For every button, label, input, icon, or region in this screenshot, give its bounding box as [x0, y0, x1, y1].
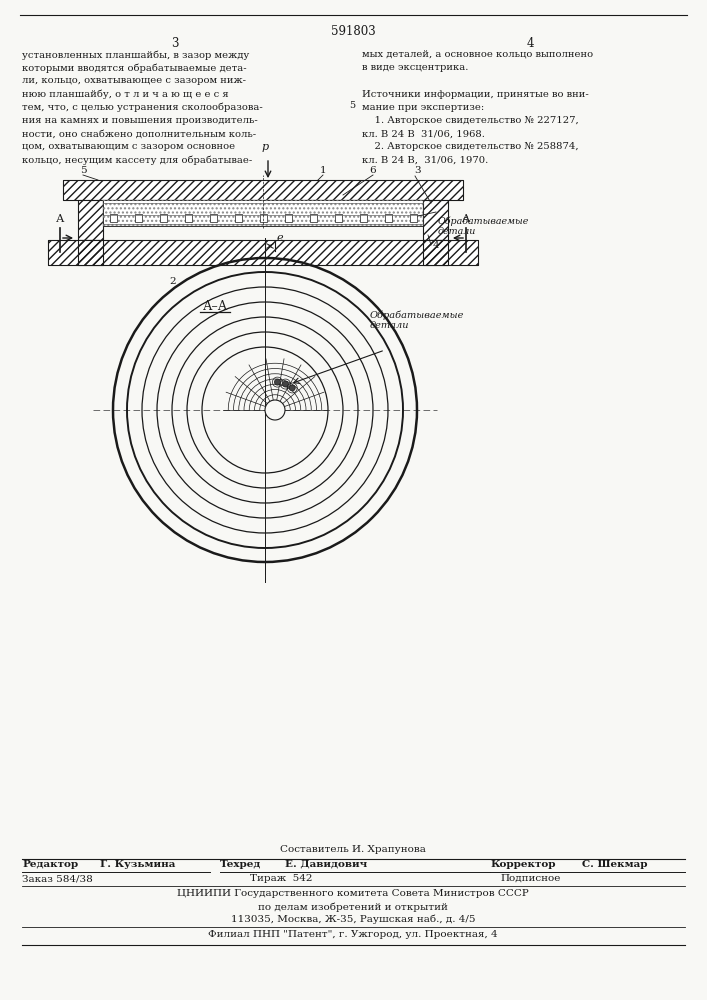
Bar [63, 180, 463, 200]
Text: которыми вводятся обрабатываемые дета-: которыми вводятся обрабатываемые дета- [22, 63, 247, 73]
Bar [103, 200, 423, 226]
Text: А: А [56, 214, 64, 224]
Text: Тираж  542: Тираж 542 [250, 874, 312, 883]
Text: установленных планшайбы, в зазор между: установленных планшайбы, в зазор между [22, 50, 250, 60]
Bar [78, 200, 103, 240]
Bar [78, 200, 103, 240]
Text: Филиал ПНП "Патент", г. Ужгород, ул. Проектная, 4: Филиал ПНП "Патент", г. Ужгород, ул. Про… [208, 930, 498, 939]
Bar [63, 180, 463, 200]
Text: 5: 5 [349, 101, 355, 110]
Bar [423, 240, 448, 265]
Text: 4: 4 [526, 37, 534, 50]
Bar [385, 214, 392, 222]
Text: А–А: А–А [202, 300, 228, 313]
Text: нюю планшайбу, о т л и ч а ю щ е е с я: нюю планшайбу, о т л и ч а ю щ е е с я [22, 90, 228, 99]
Text: Обрабатываемые
детали: Обрабатываемые детали [370, 310, 464, 330]
Text: 2: 2 [170, 277, 176, 286]
Text: Заказ 584/38: Заказ 584/38 [22, 874, 93, 883]
Bar [209, 214, 216, 222]
Text: Техред: Техред [220, 860, 262, 869]
Bar [48, 240, 478, 265]
Bar [48, 240, 478, 265]
Text: 591803: 591803 [331, 25, 375, 38]
Text: Редактор: Редактор [22, 860, 78, 869]
Text: мание при экспертизе:: мание при экспертизе: [362, 103, 484, 112]
Bar [160, 214, 167, 222]
Text: в виде эксцентрика.: в виде эксцентрика. [362, 63, 468, 72]
Text: ния на камнях и повышения производитель-: ния на камнях и повышения производитель- [22, 116, 258, 125]
Text: 5: 5 [80, 166, 86, 175]
Bar [423, 240, 448, 265]
Bar [78, 240, 103, 265]
Text: А: А [462, 214, 470, 224]
Text: по делам изобретений и открытий: по делам изобретений и открытий [258, 902, 448, 912]
Text: 1. Авторское свидетельство № 227127,: 1. Авторское свидетельство № 227127, [362, 116, 579, 125]
Text: р: р [262, 142, 269, 152]
Text: Корректор: Корректор [490, 860, 556, 869]
Text: 4: 4 [433, 240, 440, 249]
Text: Составитель И. Храпунова: Составитель И. Храпунова [280, 845, 426, 854]
Bar [423, 200, 448, 240]
Text: Подписное: Подписное [500, 874, 561, 883]
Text: кл. В 24 В  31/06, 1968.: кл. В 24 В 31/06, 1968. [362, 129, 485, 138]
Text: 1: 1 [320, 166, 327, 175]
Bar [110, 214, 117, 222]
Bar [409, 214, 416, 222]
Bar [78, 240, 103, 265]
Text: кольцо, несущим кассету для обрабатывае-: кольцо, несущим кассету для обрабатывае- [22, 156, 252, 165]
Bar [310, 214, 317, 222]
Text: С. Шекмар: С. Шекмар [582, 860, 648, 869]
Text: Е. Давидович: Е. Давидович [285, 860, 367, 869]
Text: е: е [277, 233, 284, 243]
Text: 3: 3 [171, 37, 179, 50]
Text: кл. В 24 В,  31/06, 1970.: кл. В 24 В, 31/06, 1970. [362, 156, 489, 165]
Text: ли, кольцо, охватывающее с зазором ниж-: ли, кольцо, охватывающее с зазором ниж- [22, 76, 246, 85]
Text: ЦНИИПИ Государственного комитета Совета Министров СССР: ЦНИИПИ Государственного комитета Совета … [177, 889, 529, 898]
Circle shape [283, 381, 288, 387]
Text: тем, что, с целью устранения сколообразова-: тем, что, с целью устранения сколообразо… [22, 103, 263, 112]
Text: 2. Авторское свидетельство № 258874,: 2. Авторское свидетельство № 258874, [362, 142, 578, 151]
Text: мых деталей, а основное кольцо выполнено: мых деталей, а основное кольцо выполнено [362, 50, 593, 59]
Text: Обрабатываемые
детали: Обрабатываемые детали [438, 216, 530, 236]
Bar [185, 214, 192, 222]
Text: Источники информации, принятые во вни-: Источники информации, принятые во вни- [362, 90, 589, 99]
Circle shape [274, 379, 281, 385]
Bar [334, 214, 341, 222]
Text: 113035, Москва, Ж-35, Раушская наб., д. 4/5: 113035, Москва, Ж-35, Раушская наб., д. … [230, 915, 475, 924]
Circle shape [265, 400, 285, 420]
Text: 6: 6 [370, 166, 376, 175]
Bar [259, 214, 267, 222]
Text: ности, оно снабжено дополнительным коль-: ности, оно снабжено дополнительным коль- [22, 129, 256, 138]
Bar [284, 214, 291, 222]
Text: 3: 3 [415, 166, 421, 175]
Bar [134, 214, 141, 222]
Circle shape [289, 385, 296, 391]
Text: Г. Кузьмина: Г. Кузьмина [100, 860, 175, 869]
Bar [423, 200, 448, 240]
Bar [103, 200, 423, 226]
Text: цом, охватывающим с зазором основное: цом, охватывающим с зазором основное [22, 142, 235, 151]
Bar [235, 214, 242, 222]
Bar [359, 214, 366, 222]
